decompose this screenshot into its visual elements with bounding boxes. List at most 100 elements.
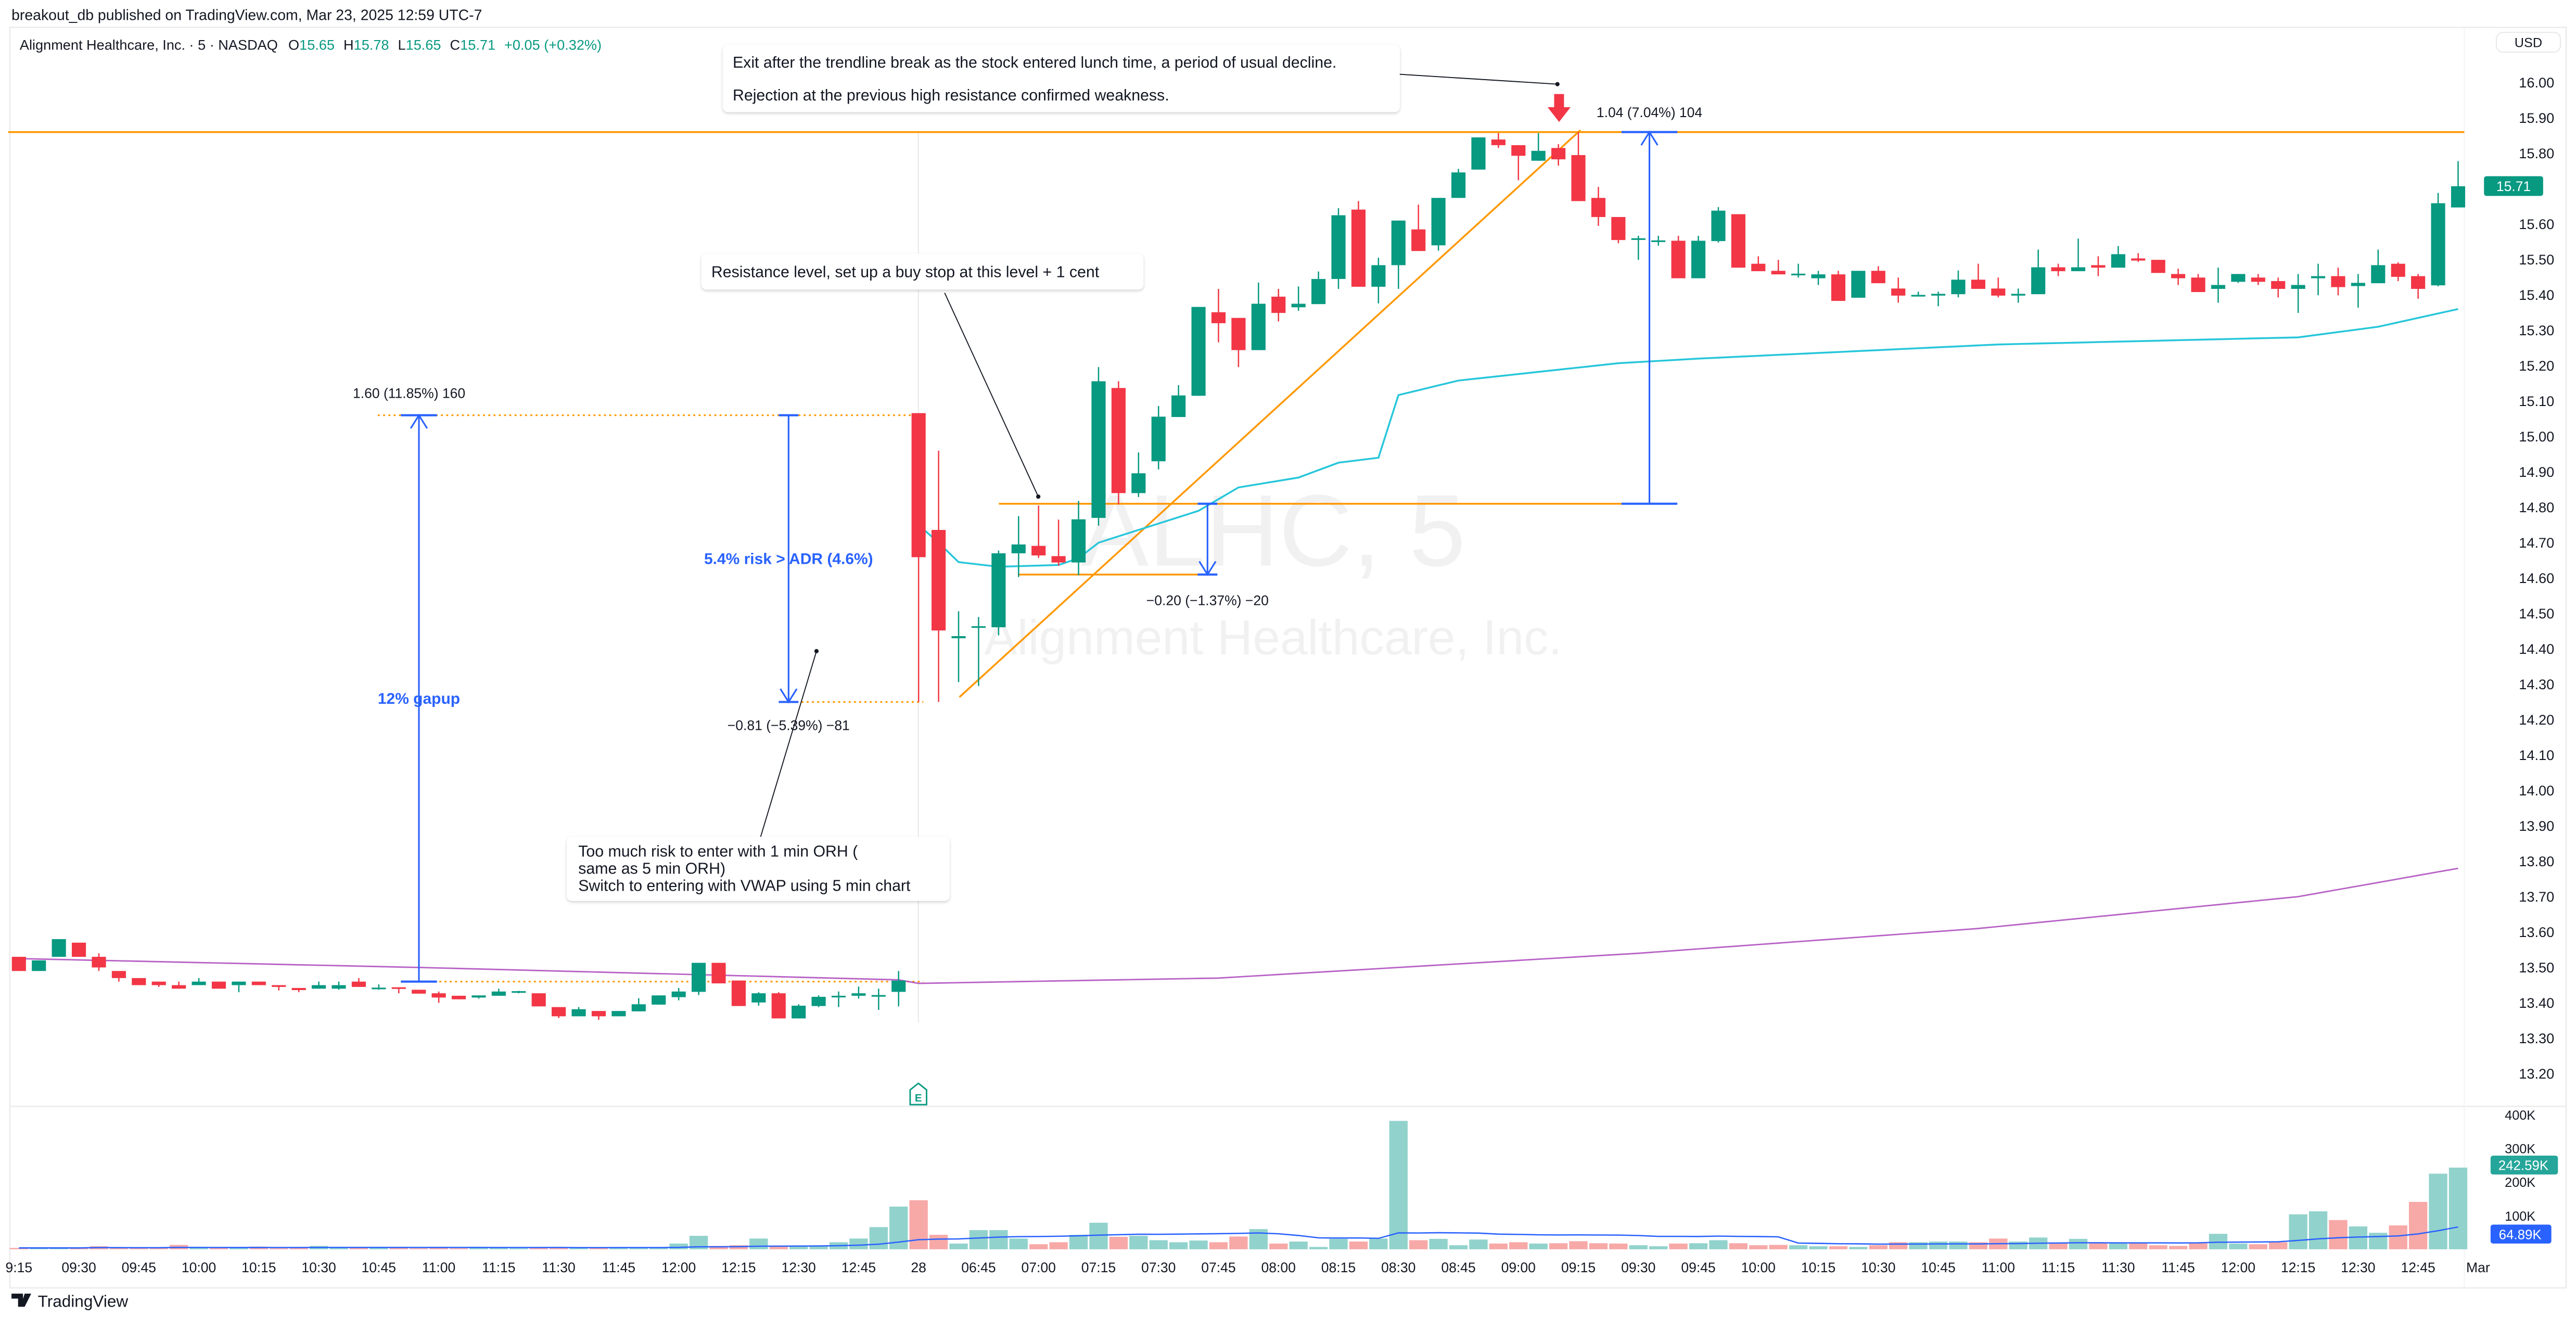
- candle[interactable]: [1731, 214, 1745, 268]
- candle[interactable]: [671, 987, 686, 1001]
- candle[interactable]: [151, 981, 166, 987]
- trendline[interactable]: [959, 129, 1582, 698]
- candle[interactable]: [792, 1004, 806, 1019]
- candle[interactable]: [132, 978, 146, 985]
- candle[interactable]: [272, 985, 286, 991]
- candle[interactable]: [2131, 253, 2146, 262]
- candle[interactable]: [1351, 201, 1366, 287]
- candle[interactable]: [911, 413, 926, 702]
- candle[interactable]: [1031, 505, 1046, 558]
- candle[interactable]: [1451, 169, 1466, 198]
- candle[interactable]: [811, 995, 826, 1007]
- candle[interactable]: [731, 980, 746, 1006]
- gapup-measure-label[interactable]: 1.60 (11.85%) 160: [353, 386, 465, 401]
- candle[interactable]: [971, 617, 986, 686]
- candle[interactable]: [1311, 271, 1326, 305]
- candle[interactable]: [11, 957, 26, 971]
- candle[interactable]: [1231, 318, 1246, 368]
- candle[interactable]: [771, 992, 786, 1019]
- candle[interactable]: [471, 995, 486, 999]
- candle[interactable]: [2371, 249, 2386, 284]
- candle[interactable]: [1691, 235, 1706, 278]
- candle[interactable]: [1111, 381, 1126, 505]
- candle[interactable]: [1211, 288, 1226, 343]
- candle[interactable]: [1651, 235, 1666, 246]
- volume-axis[interactable]: 400K 300K 200K 100K 242.59K 64.89K: [2490, 1108, 2558, 1244]
- candle[interactable]: [1171, 385, 1186, 417]
- gain-measure-label[interactable]: 1.04 (7.04%) 104: [1597, 105, 1702, 120]
- price-axis[interactable]: USD 16.00 15.90 15.80 15.60 15.50 15.40 15.30 1…: [2484, 32, 2561, 1082]
- candle[interactable]: [1011, 516, 1026, 577]
- candle[interactable]: [451, 995, 466, 999]
- candle[interactable]: [2331, 268, 2345, 296]
- candle[interactable]: [1091, 367, 1106, 526]
- candle[interactable]: [652, 995, 666, 1005]
- candle[interactable]: [1811, 271, 1826, 285]
- candle[interactable]: [1391, 220, 1406, 289]
- risk-measure-label[interactable]: −0.81 (−5.39%) −81: [728, 717, 850, 733]
- earnings-marker[interactable]: E: [909, 1082, 927, 1106]
- candle[interactable]: [211, 981, 226, 989]
- candle[interactable]: [1471, 137, 1486, 170]
- candle[interactable]: [1851, 271, 1866, 298]
- candle[interactable]: [552, 1007, 566, 1018]
- gapup-label[interactable]: 12% gapup: [378, 690, 460, 707]
- sell-arrow-icon[interactable]: [1547, 94, 1571, 122]
- candle[interactable]: [1151, 406, 1166, 470]
- candle[interactable]: [1251, 282, 1266, 350]
- candle[interactable]: [932, 450, 946, 702]
- candle[interactable]: [871, 989, 886, 1010]
- candle[interactable]: [512, 991, 526, 994]
- candle[interactable]: [1551, 144, 1566, 166]
- stop-measure[interactable]: [1197, 502, 1218, 576]
- candle[interactable]: [1891, 277, 1906, 303]
- candle[interactable]: [711, 963, 726, 984]
- candle[interactable]: [991, 550, 1006, 636]
- candle[interactable]: [2091, 256, 2106, 276]
- candle[interactable]: [2391, 262, 2405, 281]
- gain-measure[interactable]: [1621, 130, 1678, 505]
- candle[interactable]: [1911, 292, 1925, 297]
- gapup-measure[interactable]: [401, 413, 437, 983]
- candle[interactable]: [1511, 145, 1526, 181]
- candle[interactable]: [1491, 133, 1506, 148]
- candle[interactable]: [1271, 288, 1286, 322]
- candle[interactable]: [1291, 286, 1306, 311]
- candle[interactable]: [491, 989, 506, 996]
- candle[interactable]: [391, 987, 406, 994]
- time-axis[interactable]: 9:15 09:30 09:45 10:00 10:15 10:30 10:45 11:00 1…: [6, 1260, 2490, 1275]
- candle[interactable]: [251, 981, 266, 985]
- symbol-legend[interactable]: Alignment Healthcare, Inc. · 5 · NASDAQ …: [20, 36, 602, 53]
- candle[interactable]: [751, 992, 766, 1006]
- candle[interactable]: [2051, 263, 2065, 276]
- candle[interactable]: [2411, 274, 2426, 299]
- candle[interactable]: [2211, 268, 2226, 303]
- candle[interactable]: [232, 981, 246, 993]
- candle[interactable]: [2271, 277, 2286, 298]
- candle[interactable]: [2071, 238, 2086, 271]
- risk-callout[interactable]: Too much risk to enter with 1 min ORH ( …: [567, 649, 950, 901]
- candle[interactable]: [1831, 271, 1846, 301]
- candle[interactable]: [111, 971, 126, 982]
- candle[interactable]: [891, 971, 906, 1007]
- candle[interactable]: [1931, 292, 1946, 307]
- candle[interactable]: [372, 984, 386, 990]
- candle[interactable]: [2031, 249, 2046, 295]
- candle[interactable]: [1591, 187, 1606, 226]
- candle[interactable]: [1331, 208, 1346, 289]
- candle[interactable]: [1371, 258, 1386, 303]
- candle[interactable]: [2291, 274, 2305, 313]
- resistance-callout[interactable]: Resistance level, set up a buy stop at t…: [701, 253, 1144, 499]
- candle[interactable]: [431, 991, 446, 1003]
- candle[interactable]: [951, 611, 966, 682]
- candle[interactable]: [2011, 288, 2025, 303]
- risk-measure[interactable]: [779, 414, 799, 704]
- candle[interactable]: [291, 987, 306, 993]
- candle[interactable]: [591, 1011, 606, 1020]
- candle[interactable]: [691, 963, 706, 995]
- candle[interactable]: [1951, 270, 1966, 298]
- candle[interactable]: [52, 939, 66, 957]
- candle[interactable]: [2231, 274, 2246, 283]
- candle[interactable]: [2251, 274, 2265, 285]
- candle[interactable]: [611, 1011, 626, 1017]
